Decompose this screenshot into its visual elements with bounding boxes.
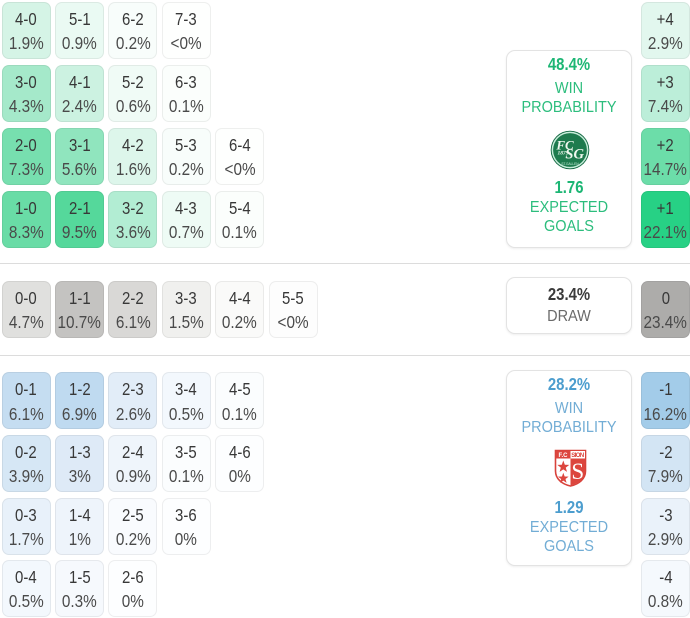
svg-text:ST.GALLEN: ST.GALLEN xyxy=(561,162,579,166)
svg-text:SG: SG xyxy=(565,146,584,162)
svg-text:S: S xyxy=(571,459,584,484)
svg-text:F.C: F.C xyxy=(559,453,569,459)
svg-text:1879: 1879 xyxy=(558,150,569,156)
svg-text:FC: FC xyxy=(555,137,574,152)
svg-text:SION: SION xyxy=(571,452,585,459)
